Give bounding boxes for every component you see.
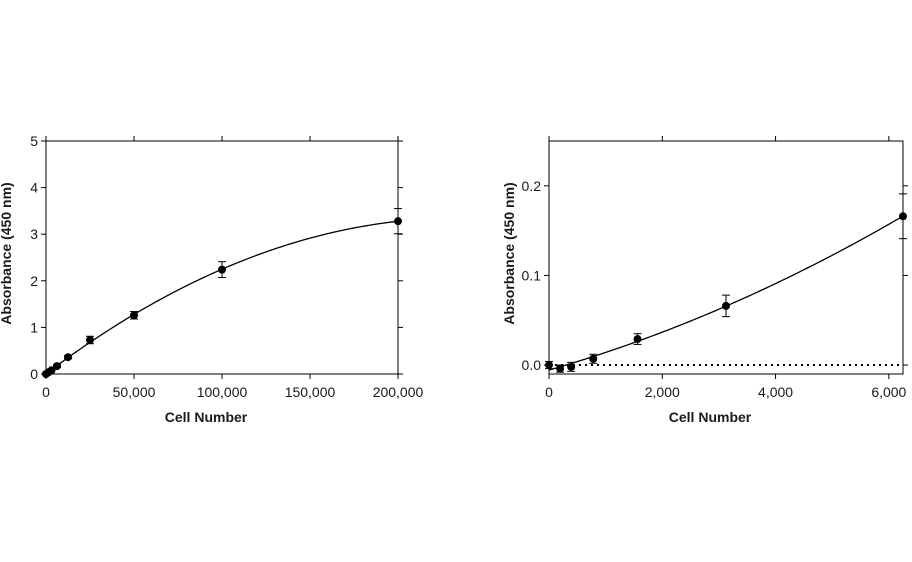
x-axis-title: Cell Number (165, 409, 248, 425)
y-tick-label: 0.0 (522, 357, 542, 373)
data-point (722, 301, 730, 310)
data-point (899, 212, 907, 221)
y-tick-label: 4 (30, 180, 38, 196)
data-point (394, 217, 402, 226)
data-point (86, 335, 94, 344)
data-point (633, 335, 642, 344)
chart-left: 0 50,000 100,000 150,000 200,000 0 1 2 3 4 5 Cell N… (0, 133, 424, 425)
x-tick-label: 2,000 (645, 384, 680, 400)
x-tick-label: 0 (545, 384, 553, 400)
y-tick-label: 0.1 (522, 267, 542, 283)
data-point (218, 265, 226, 274)
fit-curve (548, 215, 904, 371)
y-tick-label: 0 (30, 366, 38, 382)
y-tick-label: 1 (30, 319, 38, 335)
y-axis-title: Absorbance (450 nm) (501, 182, 517, 324)
chart-right: 0 2,000 4,000 6,000 0.0 0.1 0.2 Cell Number Abso… (501, 136, 908, 425)
x-tick-label: 50,000 (113, 384, 156, 400)
data-point (556, 364, 565, 373)
x-axis-title: Cell Number (669, 409, 752, 425)
y-tick-label: 3 (30, 226, 38, 242)
plot-frame (45, 140, 399, 375)
data-point (567, 362, 576, 371)
fit-curve (45, 220, 399, 375)
data-point (589, 354, 598, 363)
x-tick-label: 100,000 (197, 384, 248, 400)
x-tick-label: 4,000 (758, 384, 793, 400)
y-axis-title: Absorbance (450 nm) (0, 182, 14, 324)
y-tick-label: 5 (30, 133, 38, 149)
x-tick-label: 6,000 (871, 384, 906, 400)
x-tick-label: 200,000 (373, 384, 424, 400)
plot-frame (548, 140, 904, 375)
y-tick-label: 2 (30, 273, 38, 289)
x-tick-label: 0 (42, 384, 50, 400)
y-tick-label: 0.2 (522, 178, 542, 194)
x-tick-label: 150,000 (285, 384, 336, 400)
data-point (64, 353, 72, 362)
data-point (130, 311, 138, 320)
data-point (53, 362, 61, 371)
data-point (47, 366, 56, 375)
data-point (545, 361, 553, 370)
